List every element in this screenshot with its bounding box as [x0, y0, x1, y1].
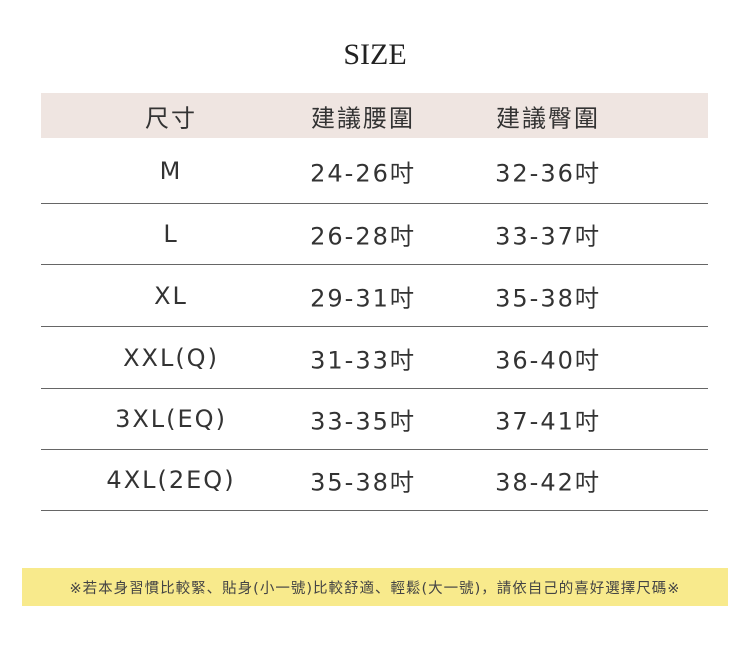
size-note-banner: ※若本身習慣比較緊、貼身(小一號)比較舒適、輕鬆(大一號)，請依自己的喜好選擇尺… — [22, 568, 728, 606]
table-cell: 38-42吋 — [495, 468, 601, 497]
table-row: XL 29-31吋 35-38吋 — [41, 265, 708, 327]
table-cell: 33-37吋 — [495, 222, 601, 251]
table-row: M 24-26吋 32-36吋 — [41, 138, 708, 204]
table-cell: 36-40吋 — [495, 346, 601, 374]
header-cell: 尺寸 — [145, 104, 197, 132]
table-row: 3XL(EQ) 33-35吋 37-41吋 — [41, 389, 708, 450]
table-cell: 29-31吋 — [310, 284, 416, 312]
table-row: 4XL(2EQ) 35-38吋 38-42吋 — [41, 450, 708, 511]
table-cell: 24-26吋 — [310, 159, 416, 187]
page-title: SIZE — [343, 38, 407, 71]
header-cell: 建議腰圍 — [311, 104, 415, 132]
table-cell: 32-36吋 — [495, 159, 601, 187]
table-header: 尺寸 建議腰圍 建議臀圍 — [41, 93, 708, 138]
table-cell: 35-38吋 — [495, 284, 601, 312]
table-cell: M — [159, 156, 183, 185]
table-cell: XXL(Q) — [123, 343, 219, 372]
table-cell: 37-41吋 — [495, 407, 601, 436]
table-cell: 33-35吋 — [310, 407, 416, 436]
table-row: XXL(Q) 31-33吋 36-40吋 — [41, 327, 708, 389]
table-cell: 4XL(2EQ) — [106, 466, 236, 494]
table-row: L 26-28吋 33-37吋 — [41, 204, 708, 265]
size-table: 尺寸 建議腰圍 建議臀圍 M 24-26吋 32-36吋 L 26-28吋 33-37吋 XL 29… — [41, 93, 708, 511]
table-cell: 31-33吋 — [310, 346, 416, 374]
header-cell: 建議臀圍 — [496, 104, 600, 132]
table-cell: 26-28吋 — [310, 222, 416, 251]
table-cell: 35-38吋 — [310, 468, 416, 497]
table-cell: L — [163, 220, 179, 248]
table-cell: 3XL(EQ) — [115, 405, 227, 433]
table-cell: XL — [154, 281, 188, 310]
